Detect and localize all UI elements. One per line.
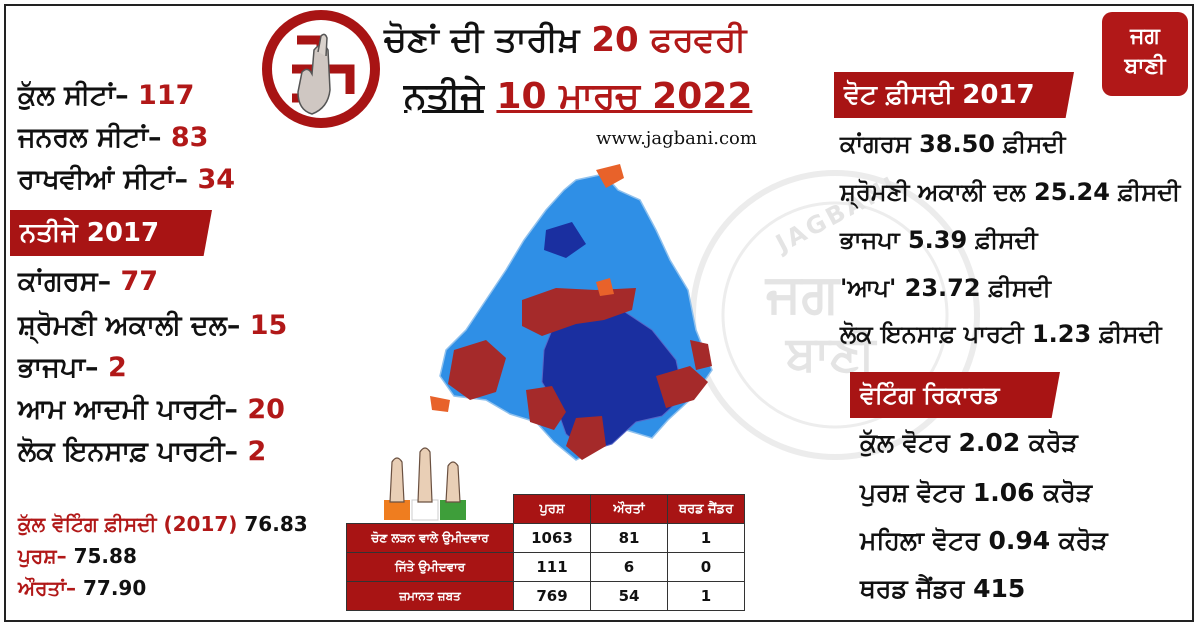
table-row: ਚੋਣ ਲੜਨ ਵਾਲੇ ਉਮੀਦਵਾਰ 1063 81 1 xyxy=(346,523,745,553)
voting-percent-label: ਕੁੱਲ ਵੋਟਿੰਗ ਫ਼ੀਸਦੀ (2017) xyxy=(18,512,238,536)
table-header-row: ਪੁਰਸ਼ ਔਰਤਾਂ ਥਰਡ ਜੈਂਡਰ xyxy=(347,494,745,524)
seats-label: ਕੁੱਲ ਸੀਟਾਂ– xyxy=(18,80,129,111)
result-value: 20 xyxy=(247,394,285,425)
table-row-label: ਜ਼ਮਾਨਤ ਜ਼ਬਤ xyxy=(346,581,514,611)
table-header-female: ਔਰਤਾਂ xyxy=(590,494,668,524)
table-header-male: ਪੁਰਸ਼ xyxy=(513,494,591,524)
voting-percent-label: ਔਰਤਾਂ– xyxy=(18,576,77,600)
voting-percent-value: 77.90 xyxy=(83,576,147,600)
website-url: www.jagbani.com xyxy=(596,128,757,149)
header-line2-text: ਨਤੀਜੇ xyxy=(404,76,484,117)
map-region-congress xyxy=(656,366,708,408)
map-region-sad xyxy=(544,222,586,258)
vote-share-item: ਲੋਕ ਇਨਸਾਫ਼ ਪਾਰਟੀ 1.23 ਫ਼ੀਸਦੀ xyxy=(840,320,1162,348)
candidates-table: ਪੁਰਸ਼ ਔਰਤਾਂ ਥਰਡ ਜੈਂਡਰ ਚੋਣ ਲੜਨ ਵਾਲੇ ਉਮੀਦਵ… xyxy=(346,494,745,611)
voting-record-item: ਪੁਰਸ਼ ਵੋਟਰ 1.06 ਕਰੋੜ xyxy=(860,478,1093,507)
table-row: ਜ਼ਮਾਨਤ ਜ਼ਬਤ 769 54 1 xyxy=(346,581,745,611)
logo-line2: ਬਾਣੀ xyxy=(1124,54,1166,79)
result-item-congress: ਕਾਂਗਰਸ– 77 xyxy=(18,266,158,298)
vote-share-title: ਵੋਟ ਫ਼ੀਸਦੀ 2017 xyxy=(834,72,1060,118)
voting-percent-total: ਕੁੱਲ ਵੋਟਿੰਗ ਫ਼ੀਸਦੀ (2017) 76.83 xyxy=(18,512,308,536)
table-row: ਜਿੱਤੇ ਉਮੀਦਵਾਰ 111 6 0 xyxy=(346,552,745,582)
table-row-label: ਜਿੱਤੇ ਉਮੀਦਵਾਰ xyxy=(346,552,514,582)
result-item-bjp: ਭਾਜਪਾ– 2 xyxy=(18,352,127,384)
table-cell: 54 xyxy=(590,581,668,611)
voting-record-item: ਥਰਡ ਜੈਂਡਰ 415 xyxy=(860,574,1026,603)
header-line1-text: ਚੋਣਾਂ ਦੀ ਤਾਰੀਖ਼ xyxy=(384,20,580,60)
result-label: ਆਮ ਆਦਮੀ ਪਾਰਟੀ– xyxy=(18,394,238,425)
table-cell: 111 xyxy=(513,552,591,582)
vote-share-item: 'ਆਪ' 23.72 ਫ਼ੀਸਦੀ xyxy=(840,274,1051,302)
table-cell: 1063 xyxy=(513,523,591,553)
map-region-other xyxy=(430,396,450,412)
seats-reserved: ਰਾਖਵੀਆਂ ਸੀਟਾਂ– 34 xyxy=(18,164,235,196)
jagbani-logo: ਜਗ ਬਾਣੀ xyxy=(1102,12,1188,96)
map-region-congress xyxy=(448,340,506,400)
map-region-congress xyxy=(526,386,566,430)
header-line2-date: 10 ਮਾਰਚ 2022 xyxy=(496,76,753,117)
result-value: 15 xyxy=(249,310,288,341)
table-corner xyxy=(347,495,514,524)
header-line1: ਚੋਣਾਂ ਦੀ ਤਾਰੀਖ਼ 20 ਫਰਵਰੀ xyxy=(384,20,746,60)
map-region-congress xyxy=(566,416,606,460)
result-item-sad: ਸ਼੍ਰੋਮਣੀ ਅਕਾਲੀ ਦਲ– 15 xyxy=(18,310,287,342)
table-cell: 769 xyxy=(513,581,591,611)
punjab-constituency-map xyxy=(426,160,726,472)
map-region-congress xyxy=(522,288,636,336)
watermark-word1: ਜਗ xyxy=(766,262,839,325)
voting-percent-label: ਪੁਰਸ਼– xyxy=(18,544,67,568)
voting-percent-value: 76.83 xyxy=(244,512,308,536)
table-cell: 1 xyxy=(667,523,745,553)
table-header-third-gender: ਥਰਡ ਜੈਂਡਰ xyxy=(667,494,745,524)
poster-frame xyxy=(4,4,1194,622)
logo-line1: ਜਗ xyxy=(1130,24,1160,49)
result-value: 2 xyxy=(247,436,267,467)
voting-percent-female: ਔਰਤਾਂ– 77.90 xyxy=(18,576,146,600)
voting-fingers-icon xyxy=(382,446,468,522)
map-region-other xyxy=(596,278,614,296)
seats-value: 34 xyxy=(197,164,236,195)
map-region-other xyxy=(596,164,624,188)
seats-label: ਰਾਖਵੀਆਂ ਸੀਟਾਂ– xyxy=(18,164,189,195)
result-label: ਭਾਜਪਾ– xyxy=(18,352,99,383)
table-cell: 1 xyxy=(667,581,745,611)
table-cell: 0 xyxy=(667,552,745,582)
map-region-congress xyxy=(690,340,712,370)
result-value: 2 xyxy=(107,352,127,383)
result-item-lip: ਲੋਕ ਇਨਸਾਫ਼ ਪਾਰਟੀ– 2 xyxy=(18,436,266,468)
seats-value: 83 xyxy=(170,122,209,153)
header-line1-date: 20 ਫਰਵਰੀ xyxy=(591,20,747,60)
result-label: ਕਾਂਗਰਸ– xyxy=(18,266,112,297)
voting-percent-male: ਪੁਰਸ਼– 75.88 xyxy=(18,544,137,568)
result-label: ਸ਼੍ਰੋਮਣੀ ਅਕਾਲੀ ਦਲ– xyxy=(18,310,241,341)
header-line2: ਨਤੀਜੇ 10 ਮਾਰਚ 2022 xyxy=(404,76,752,118)
results-2017-title: ਨਤੀਜੇ 2017 xyxy=(10,210,198,256)
result-value: 77 xyxy=(120,266,159,297)
table-cell: 81 xyxy=(590,523,668,553)
election-symbol-icon xyxy=(262,10,380,128)
result-item-aap: ਆਮ ਆਦਮੀ ਪਾਰਟੀ– 20 xyxy=(18,394,285,426)
voting-record-title: ਵੋਟਿੰਗ ਰਿਕਾਰਡ xyxy=(850,372,1046,418)
voting-record-item: ਕੁੱਲ ਵੋਟਰ 2.02 ਕਰੋੜ xyxy=(860,428,1078,457)
seats-general: ਜਨਰਲ ਸੀਟਾਂ– 83 xyxy=(18,122,208,154)
vote-share-item: ਭਾਜਪਾ 5.39 ਫ਼ੀਸਦੀ xyxy=(840,226,1038,254)
table-cell: 6 xyxy=(590,552,668,582)
vote-share-item: ਕਾਂਗਰਸ 38.50 ਫ਼ੀਸਦੀ xyxy=(840,130,1066,158)
voting-record-item: ਮਹਿਲਾ ਵੋਟਰ 0.94 ਕਰੋੜ xyxy=(860,526,1108,555)
table-row-label: ਚੋਣ ਲੜਨ ਵਾਲੇ ਉਮੀਦਵਾਰ xyxy=(346,523,514,553)
result-label: ਲੋਕ ਇਨਸਾਫ਼ ਪਾਰਟੀ– xyxy=(18,436,239,467)
voting-percent-value: 75.88 xyxy=(73,544,137,568)
seats-value: 117 xyxy=(138,80,195,111)
seats-label: ਜਨਰਲ ਸੀਟਾਂ– xyxy=(18,122,162,153)
seats-total: ਕੁੱਲ ਸੀਟਾਂ– 117 xyxy=(18,80,194,112)
vote-share-item: ਸ਼੍ਰੋਮਣੀ ਅਕਾਲੀ ਦਲ 25.24 ਫ਼ੀਸਦੀ xyxy=(840,178,1181,206)
